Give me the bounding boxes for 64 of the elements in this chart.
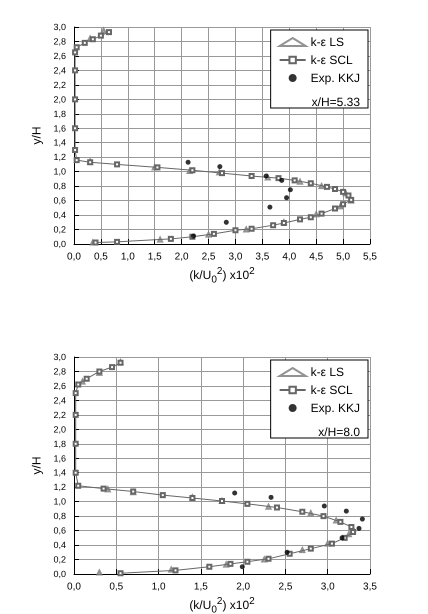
y-tick-label: 0,8 [53,511,66,522]
y-axis-title: y/H [30,126,44,144]
y-tick-label: 0,2 [53,554,66,565]
x-tick-label: 2,5 [202,252,216,262]
legend-label: k-ε SCL [310,383,353,397]
y-tick-label: 3,0 [53,22,66,32]
y-tick-label: 2,8 [53,36,66,46]
y-tick-label: 1,2 [53,152,66,162]
y-tick-label: 1,8 [53,108,66,119]
x-tick-label: 0,5 [109,582,124,592]
y-tick-label: 3,0 [53,352,66,362]
y-tick-label: 2,2 [53,80,66,90]
x-tick-label: 1,0 [152,582,166,592]
y-tick-label: 0,6 [53,196,66,206]
y-tick-label: 0,8 [53,181,66,192]
y-tick-label: 1,4 [53,468,66,478]
x-tick-label: 5,5 [363,252,378,262]
y-tick-label: 0,4 [53,210,66,220]
x-tick-label: 4,5 [309,252,324,262]
y-tick-label: 0,2 [53,224,66,235]
y-tick-label: 0,6 [53,526,66,536]
x-tick-label: 4,0 [282,252,297,262]
y-tick-label: 1,0 [53,166,66,177]
y-tick-label: 1,0 [53,496,66,507]
y-tick-label: 2,0 [53,424,66,434]
x-tick-label: 2,0 [236,582,251,592]
y-tick-label: 1,6 [53,123,66,134]
y-tick-label: 0,4 [53,540,66,550]
x-tick-label: 5,0 [336,252,350,262]
y-tick-label: 2,0 [53,94,66,104]
x-tick-label: 0,0 [67,582,82,592]
x-tick-label: 3,5 [363,582,378,592]
y-tick-label: 1,6 [53,453,66,464]
legend-label: Exp. KKJ [310,401,360,415]
y-tick-label: 1,2 [53,482,66,492]
x-tick-label: 3,5 [255,252,270,262]
x-tick-label: 1,5 [194,582,208,592]
legend-label: k-ε LS [310,365,344,379]
y-tick-label: 2,4 [53,395,66,406]
x-tick-label: 2,0 [174,252,190,262]
x-axis-title: (k/U$_{0}$$^{2}$) x10$^{2}$ [188,266,256,286]
x-tick-label: 1,5 [148,252,162,262]
y-tick-label: 1,8 [53,438,66,449]
x-tick-label: 0,5 [94,252,108,262]
x-tick-label: 0,0 [67,252,82,262]
x-axis-title: (k/U$_{0}$$^{2}$) x10$^{2}$ [188,596,256,614]
annotation: x/H=8.0 [318,425,360,439]
y-tick-label: 0,0 [53,239,66,249]
y-tick-label: 2,6 [53,380,66,391]
legend-label: k-ε SCL [310,53,353,67]
legend-label: k-ε LS [310,35,344,49]
x-tick-label: 1,0 [120,252,136,262]
y-tick-label: 2,6 [53,50,66,61]
y-tick-label: 2,2 [53,410,66,420]
y-tick-label: 2,4 [53,65,66,76]
x-tick-label: 3,0 [320,582,336,592]
legend-label: Exp. KKJ [310,71,360,85]
x-tick-label: 3,0 [228,252,243,262]
y-axis-title: y/H [30,456,44,474]
y-tick-label: 2,8 [53,366,66,376]
x-tick-label: 2,5 [278,582,293,592]
y-tick-label: 1,4 [53,138,66,148]
y-tick-label: 0,0 [53,569,66,579]
annotation: x/H=5.33 [312,95,360,109]
